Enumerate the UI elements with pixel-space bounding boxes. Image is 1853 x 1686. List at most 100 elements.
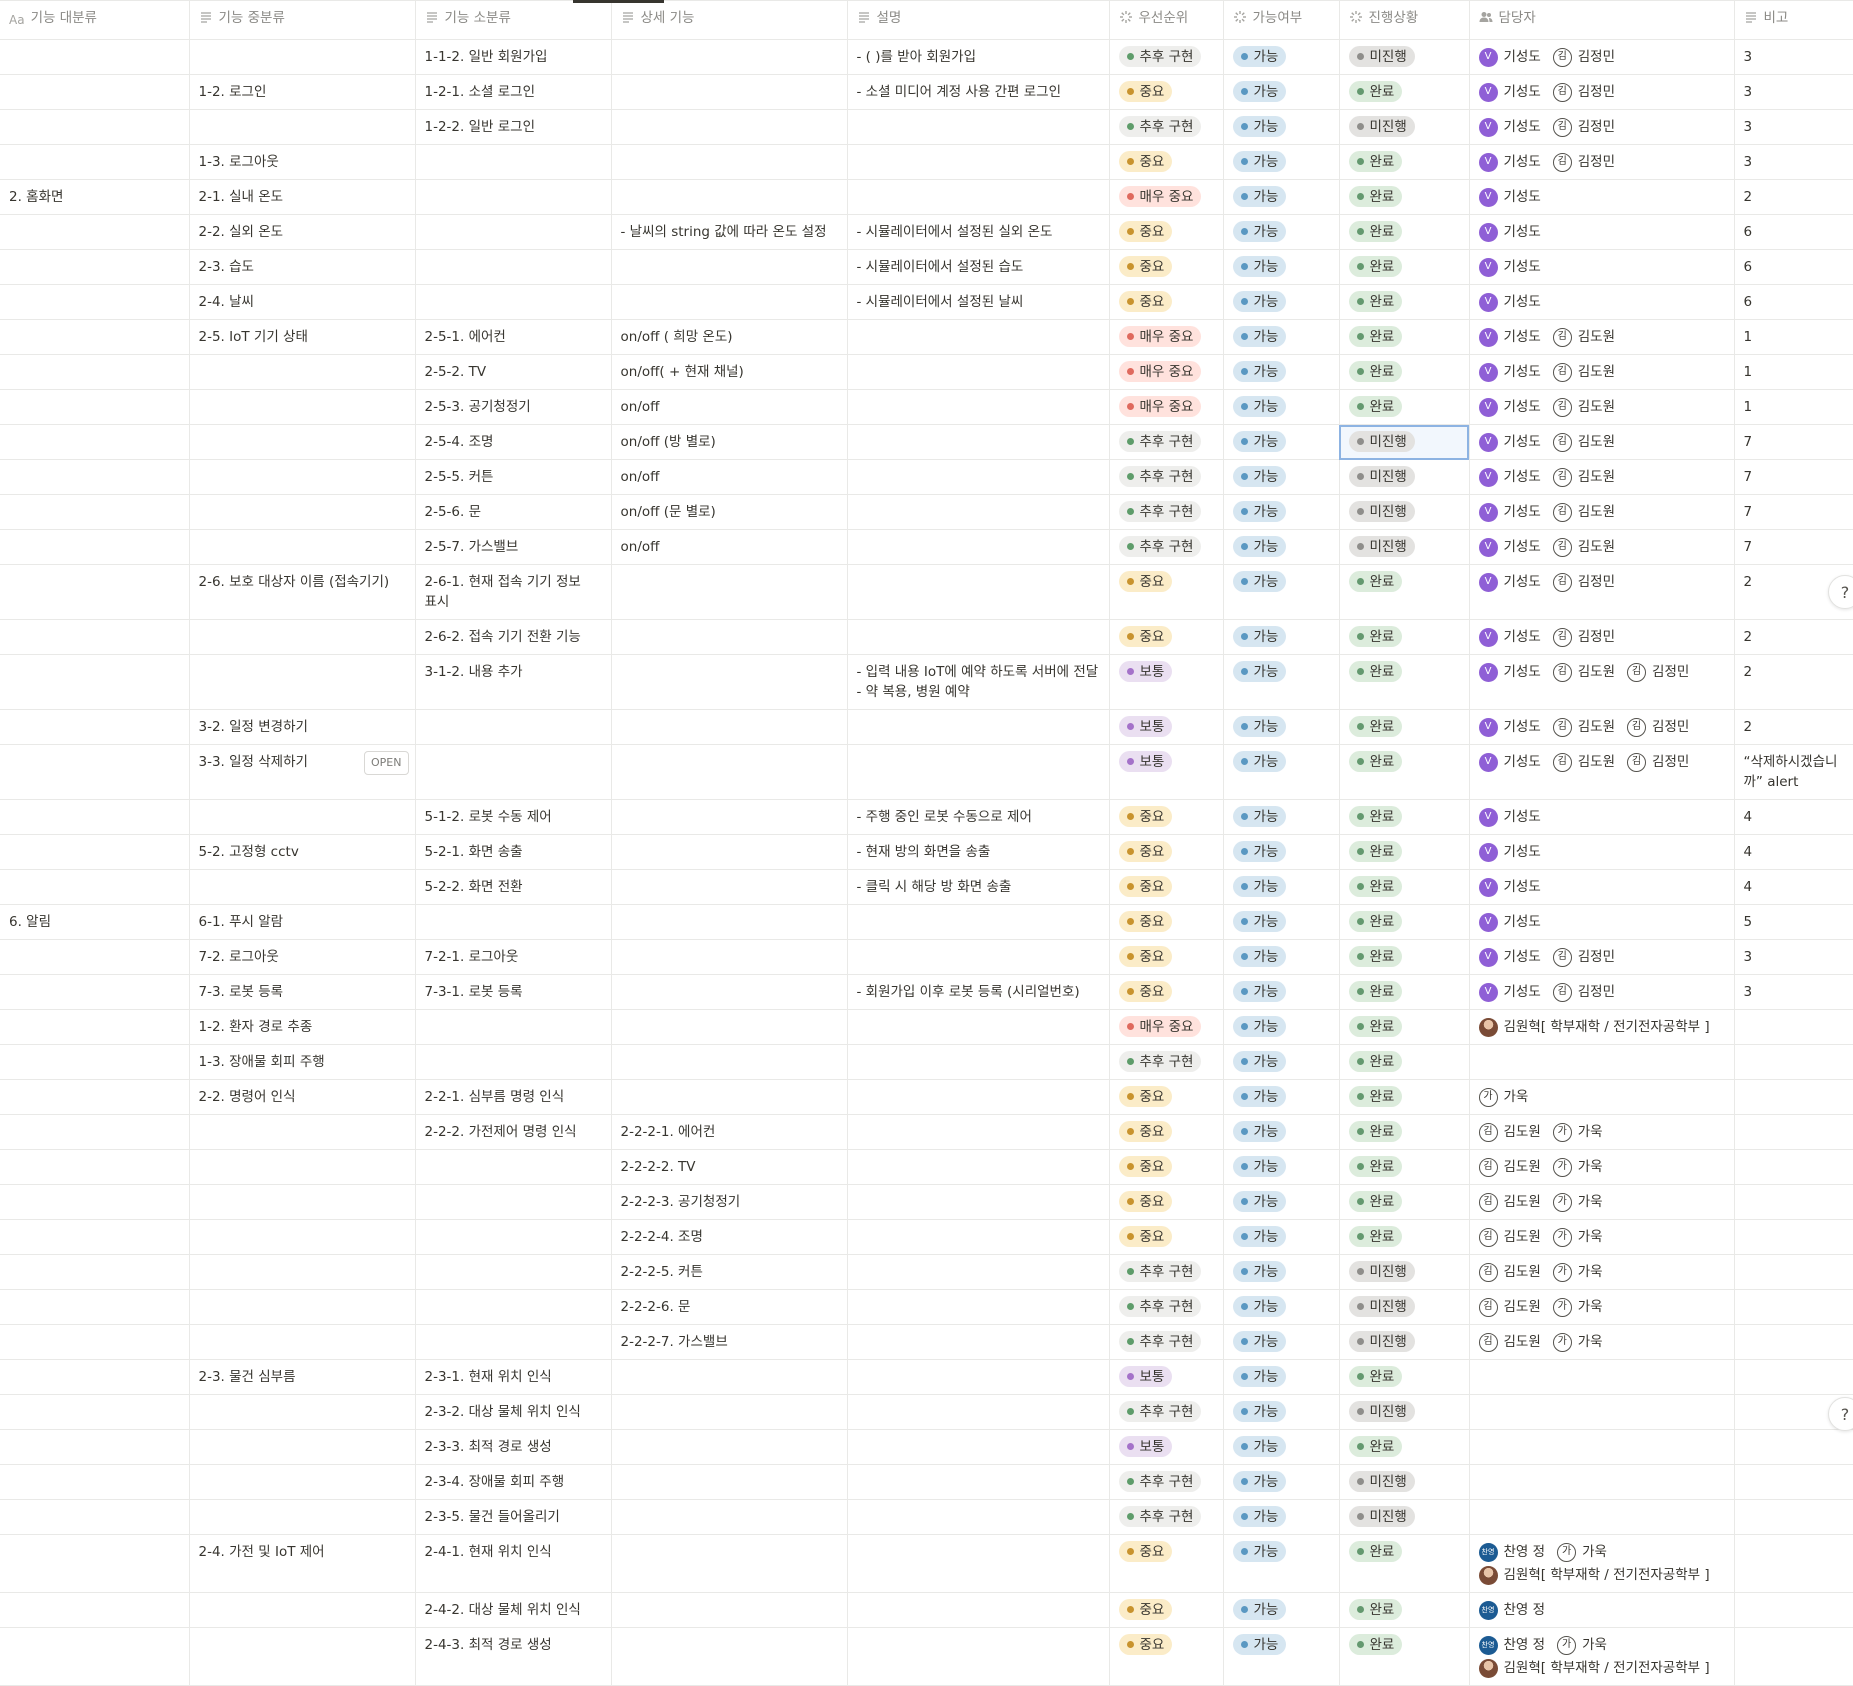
- cell-priority[interactable]: 보통: [1108, 1429, 1224, 1465]
- cell-status[interactable]: 완료: [1338, 1359, 1470, 1395]
- cell-note[interactable]: 2: [1733, 709, 1853, 745]
- status-tag[interactable]: 완료: [1348, 1226, 1403, 1247]
- cell-detail[interactable]: 2-2-2-2. TV: [610, 1149, 848, 1185]
- cell-assignees[interactable]: V 기성도: [1468, 869, 1735, 905]
- cell-detail[interactable]: on/off: [610, 529, 848, 565]
- priority-tag[interactable]: 중요: [1118, 1541, 1173, 1562]
- cell-assignees[interactable]: 찬영 찬영 정 가 가욱 김원혁[ 학부재학 / 전기전자공학부 ]: [1468, 1627, 1735, 1686]
- cell-middle[interactable]: [188, 619, 416, 655]
- priority-tag[interactable]: 중요: [1118, 1634, 1173, 1655]
- cell-assignees[interactable]: V 기성도 김 김정민: [1468, 109, 1735, 145]
- cell-minor[interactable]: 2-2-1. 심부름 명령 인식: [414, 1079, 612, 1115]
- cell-status[interactable]: 완료: [1338, 214, 1470, 250]
- cell-assignees[interactable]: V 기성도: [1468, 799, 1735, 835]
- column-header[interactable]: 가능여부: [1222, 0, 1340, 40]
- cell-major[interactable]: [0, 1254, 190, 1290]
- cell-priority[interactable]: 추후 구현: [1108, 39, 1224, 75]
- status-tag[interactable]: 완료: [1348, 1051, 1403, 1072]
- cell-status[interactable]: 완료: [1338, 354, 1470, 390]
- cell-middle[interactable]: 2-5. IoT 기기 상태: [188, 319, 416, 355]
- table-row[interactable]: 2-2-2-4. 조명 중요 가능 완료 김 김도원 가 가욱: [0, 1219, 1853, 1255]
- table-row[interactable]: 2-3-4. 장애물 회피 주행 추후 구현 가능 미진행: [0, 1464, 1853, 1500]
- cell-detail[interactable]: [610, 619, 848, 655]
- cell-note[interactable]: 3: [1733, 974, 1853, 1010]
- cell-possible[interactable]: 가능: [1222, 799, 1340, 835]
- cell-major[interactable]: [0, 1359, 190, 1395]
- cell-major[interactable]: [0, 1429, 190, 1465]
- cell-note[interactable]: 2: [1733, 654, 1853, 710]
- person[interactable]: V 기성도: [1478, 662, 1541, 682]
- cell-priority[interactable]: 중요: [1108, 1627, 1224, 1686]
- cell-priority[interactable]: 중요: [1108, 1592, 1224, 1628]
- person[interactable]: 김 김도원: [1552, 717, 1615, 737]
- person[interactable]: 김원혁[ 학부재학 / 전기전자공학부 ]: [1478, 1017, 1710, 1037]
- cell-detail[interactable]: on/off: [610, 459, 848, 495]
- cell-assignees[interactable]: 김 김도원 가 가욱: [1468, 1184, 1735, 1220]
- priority-tag[interactable]: 추후 구현: [1118, 1051, 1202, 1072]
- cell-desc[interactable]: [846, 1534, 1110, 1593]
- cell-assignees[interactable]: 김 김도원 가 가욱: [1468, 1114, 1735, 1150]
- cell-major[interactable]: [0, 834, 190, 870]
- cell-detail[interactable]: on/off (방 별로): [610, 424, 848, 460]
- cell-note[interactable]: 3: [1733, 109, 1853, 145]
- cell-assignees[interactable]: V 기성도 김 김도원: [1468, 354, 1735, 390]
- cell-note[interactable]: [1733, 1149, 1853, 1185]
- status-tag[interactable]: 미진행: [1348, 501, 1415, 522]
- person[interactable]: V 기성도: [1478, 257, 1541, 277]
- priority-tag[interactable]: 중요: [1118, 841, 1173, 862]
- cell-desc[interactable]: - 시뮬레이터에서 설정된 날씨: [846, 284, 1110, 320]
- table-row[interactable]: 5-2. 고정형 cctv 5-2-1. 화면 송출 - 현재 방의 화면을 송출 중…: [0, 834, 1853, 870]
- cell-desc[interactable]: [846, 179, 1110, 215]
- person[interactable]: 김 김정민: [1552, 152, 1615, 172]
- person[interactable]: V 기성도: [1478, 912, 1541, 932]
- cell-middle[interactable]: 2-3. 습도: [188, 249, 416, 285]
- person[interactable]: 김원혁[ 학부재학 / 전기전자공학부 ]: [1478, 1658, 1710, 1678]
- cell-desc[interactable]: - 시뮬레이터에서 설정된 실외 온도: [846, 214, 1110, 250]
- person[interactable]: 찬영 찬영 정: [1478, 1600, 1545, 1620]
- possible-tag[interactable]: 가능: [1232, 1191, 1287, 1212]
- cell-minor[interactable]: 2-4-3. 최적 경로 생성: [414, 1627, 612, 1686]
- person[interactable]: 가 가욱: [1552, 1157, 1603, 1177]
- priority-tag[interactable]: 중요: [1118, 626, 1173, 647]
- person[interactable]: 김 김정민: [1552, 117, 1615, 137]
- cell-middle[interactable]: 7-3. 로봇 등록: [188, 974, 416, 1010]
- cell-desc[interactable]: [846, 459, 1110, 495]
- table-row[interactable]: 2. 홈화면 2-1. 실내 온도 매우 중요 가능 완료 V 기성도 2: [0, 179, 1853, 215]
- cell-middle[interactable]: [188, 1324, 416, 1360]
- cell-desc[interactable]: - 현재 방의 화면을 송출: [846, 834, 1110, 870]
- cell-note[interactable]: 3: [1733, 939, 1853, 975]
- cell-priority[interactable]: 중요: [1108, 834, 1224, 870]
- cell-assignees[interactable]: V 기성도 김 김도원: [1468, 389, 1735, 425]
- cell-desc[interactable]: [846, 939, 1110, 975]
- cell-priority[interactable]: 보통: [1108, 744, 1224, 800]
- cell-minor[interactable]: [414, 1289, 612, 1325]
- cell-major[interactable]: [0, 319, 190, 355]
- person[interactable]: 가 가욱: [1552, 1227, 1603, 1247]
- column-header[interactable]: 기능 중분류: [188, 0, 416, 40]
- possible-tag[interactable]: 가능: [1232, 1541, 1287, 1562]
- cell-priority[interactable]: 중요: [1108, 1079, 1224, 1115]
- cell-possible[interactable]: 가능: [1222, 1114, 1340, 1150]
- table-row[interactable]: 2-3-2. 대상 물체 위치 인식 추후 구현 가능 미진행: [0, 1394, 1853, 1430]
- cell-note[interactable]: 3: [1733, 74, 1853, 110]
- cell-assignees[interactable]: [1468, 1429, 1735, 1465]
- cell-desc[interactable]: - 소셜 미디어 계정 사용 간편 로그인: [846, 74, 1110, 110]
- priority-tag[interactable]: 중요: [1118, 81, 1173, 102]
- cell-minor[interactable]: [414, 179, 612, 215]
- cell-detail[interactable]: [610, 144, 848, 180]
- cell-priority[interactable]: 매우 중요: [1108, 389, 1224, 425]
- cell-detail[interactable]: [610, 1429, 848, 1465]
- person[interactable]: 김 김도원: [1478, 1122, 1541, 1142]
- priority-tag[interactable]: 보통: [1118, 751, 1173, 772]
- cell-minor[interactable]: 2-3-2. 대상 물체 위치 인식: [414, 1394, 612, 1430]
- cell-assignees[interactable]: V 기성도 김 김정민: [1468, 74, 1735, 110]
- cell-minor[interactable]: [414, 1184, 612, 1220]
- cell-possible[interactable]: 가능: [1222, 39, 1340, 75]
- cell-major[interactable]: [0, 39, 190, 75]
- cell-status[interactable]: 완료: [1338, 1429, 1470, 1465]
- person[interactable]: 김 김도원: [1478, 1192, 1541, 1212]
- cell-possible[interactable]: 가능: [1222, 389, 1340, 425]
- cell-status[interactable]: 완료: [1338, 389, 1470, 425]
- cell-status[interactable]: 미진행: [1338, 1394, 1470, 1430]
- priority-tag[interactable]: 추후 구현: [1118, 1471, 1202, 1492]
